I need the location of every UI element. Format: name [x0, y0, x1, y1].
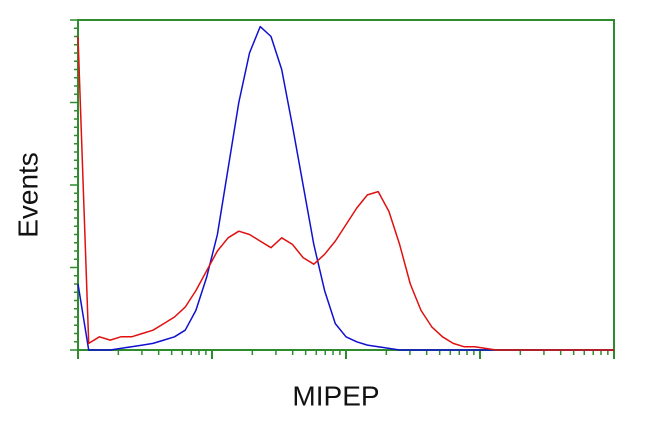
x-axis-label: MIPEP	[292, 380, 379, 411]
series-line	[77, 36, 614, 351]
y-axis-label: Events	[12, 152, 43, 238]
plot-frame	[77, 19, 615, 351]
series-line	[77, 25, 614, 351]
